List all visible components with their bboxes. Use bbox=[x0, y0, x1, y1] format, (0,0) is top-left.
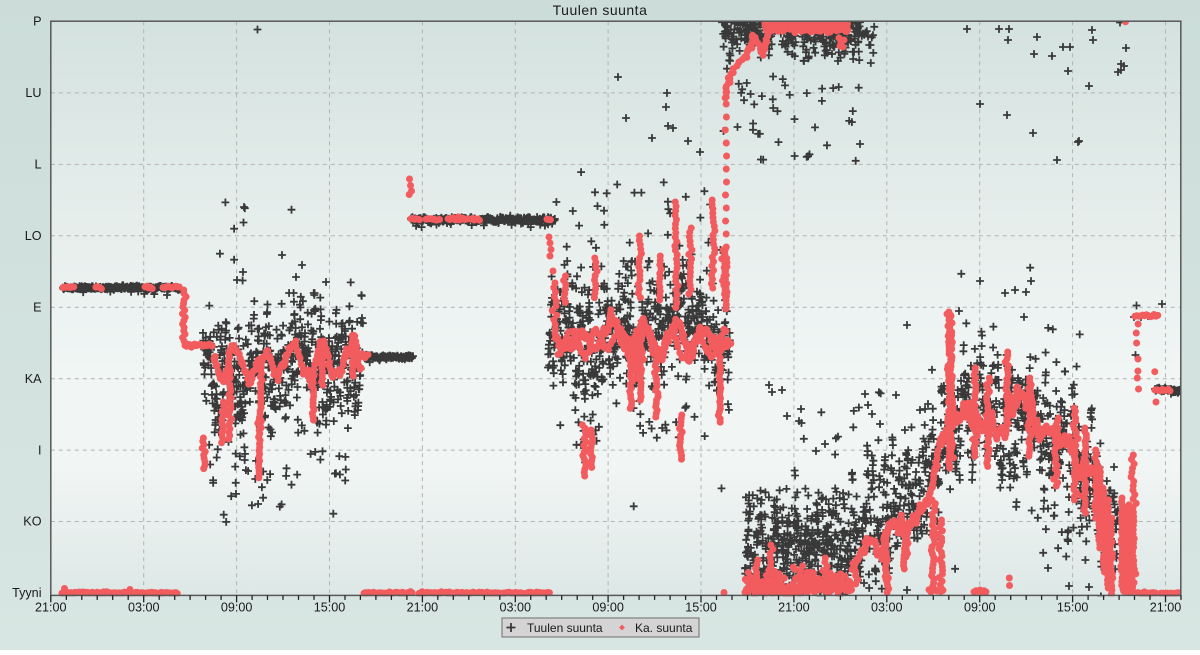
svg-text:Tuulen suunta: Tuulen suunta bbox=[527, 621, 603, 635]
svg-text:21:00: 21:00 bbox=[35, 601, 67, 615]
svg-text:09:00: 09:00 bbox=[221, 601, 253, 615]
svg-text:09:00: 09:00 bbox=[964, 601, 996, 615]
svg-text:09:00: 09:00 bbox=[592, 601, 624, 615]
svg-text:L: L bbox=[34, 158, 41, 172]
svg-text:I: I bbox=[38, 443, 42, 457]
svg-text:03:00: 03:00 bbox=[128, 601, 160, 615]
svg-text:LU: LU bbox=[25, 86, 41, 100]
svg-text:03:00: 03:00 bbox=[871, 601, 903, 615]
svg-text:LO: LO bbox=[25, 229, 42, 243]
svg-text:21:00: 21:00 bbox=[1150, 601, 1182, 615]
svg-text:03:00: 03:00 bbox=[500, 601, 532, 615]
svg-text:Tuulen suunta: Tuulen suunta bbox=[553, 2, 648, 18]
svg-text:21:00: 21:00 bbox=[778, 601, 810, 615]
svg-text:15:00: 15:00 bbox=[314, 601, 346, 615]
svg-text:15:00: 15:00 bbox=[1057, 601, 1089, 615]
svg-text:Ka. suunta: Ka. suunta bbox=[635, 621, 693, 635]
svg-text:KO: KO bbox=[23, 515, 41, 529]
svg-text:KA: KA bbox=[25, 372, 42, 386]
svg-text:21:00: 21:00 bbox=[407, 601, 439, 615]
svg-text:P: P bbox=[33, 15, 41, 29]
svg-text:E: E bbox=[33, 300, 41, 314]
svg-text:15:00: 15:00 bbox=[685, 601, 717, 615]
svg-text:Tyyni: Tyyni bbox=[12, 586, 41, 600]
